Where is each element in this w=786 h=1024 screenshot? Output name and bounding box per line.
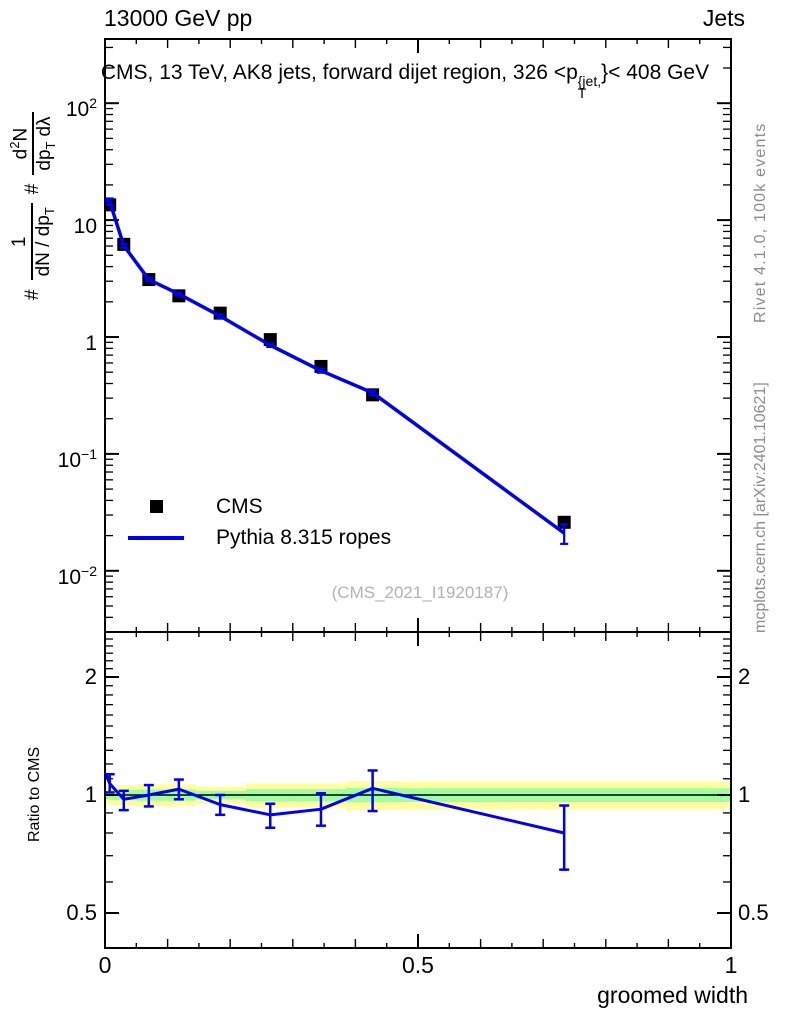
x-tick-label-0: 0: [98, 952, 112, 978]
main-y-tick-label-1e2: 102: [65, 95, 97, 121]
ratio-panel-content: [105, 769, 570, 871]
ratio-tick-label-1-left: 1: [84, 782, 97, 807]
beam-energy-label: 13000 GeV pp: [104, 5, 253, 31]
pythia-line-swatch: [128, 535, 184, 540]
ylabel-hash-2: #: [22, 183, 44, 195]
main-y-tick-label-1e-2: 10−2: [57, 563, 97, 589]
rivet-version-text: Rivet 4.1.0, 100k events: [752, 122, 769, 323]
legend: CMS Pythia 8.315 ropes: [128, 491, 391, 553]
legend-item-pythia: Pythia 8.315 ropes: [128, 522, 391, 553]
plot-title-lead: CMS, 13 TeV, AK8 jets, forward dijet reg…: [100, 61, 578, 84]
cms-square-marker-swatch: [149, 500, 163, 513]
ratio-tick-label-1-right: 1: [738, 782, 751, 807]
x-axis-label: groomed width: [597, 982, 748, 1008]
mcplots-reference-text: mcplots.cern.ch [arXiv:2401.10621]: [752, 382, 769, 633]
main-y-tick-label-1e1: 10: [73, 215, 97, 238]
main-panel-content: [105, 197, 571, 545]
plot-title: CMS, 13 TeV, AK8 jets, forward dijet reg…: [55, 61, 755, 101]
legend-label-cms: CMS: [216, 494, 263, 518]
analysis-group-label: Jets: [702, 5, 745, 31]
ratio-tick-label-05-right: 0.5: [738, 900, 769, 925]
ratio-panel-frame: [104, 631, 732, 949]
pythia-line-main: [105, 198, 566, 535]
main-y-tick-label-1e-1: 10−1: [57, 446, 97, 472]
plot-title-tail: }< 408 GeV: [601, 61, 710, 84]
main-y-tick-label-1: 1: [85, 332, 97, 355]
ratio-y-axis-label: Ratio to CMS: [26, 746, 43, 842]
ratio-tick-label-2-right: 2: [738, 664, 751, 689]
title-pt-sub: T: [577, 85, 587, 101]
legend-item-cms: CMS: [128, 491, 391, 522]
x-tick-label-1: 1: [724, 952, 738, 978]
analysis-id-watermark: (CMS_2021_I1920187): [331, 583, 509, 602]
title-pt-sup: {jet,: [577, 73, 602, 89]
cms-data-point: [557, 515, 571, 529]
title-pt-supsub: {jet, T: [577, 73, 602, 101]
ratio-tick-label-05-left: 0.5: [66, 900, 97, 925]
ratio-tick-label-2-left: 2: [84, 664, 97, 689]
ylabel-hash-1: #: [22, 289, 44, 300]
pythia-ratio-line: [105, 772, 565, 835]
x-tick-label-05: 0.5: [402, 952, 434, 978]
legend-label-pythia: Pythia 8.315 ropes: [216, 525, 392, 549]
